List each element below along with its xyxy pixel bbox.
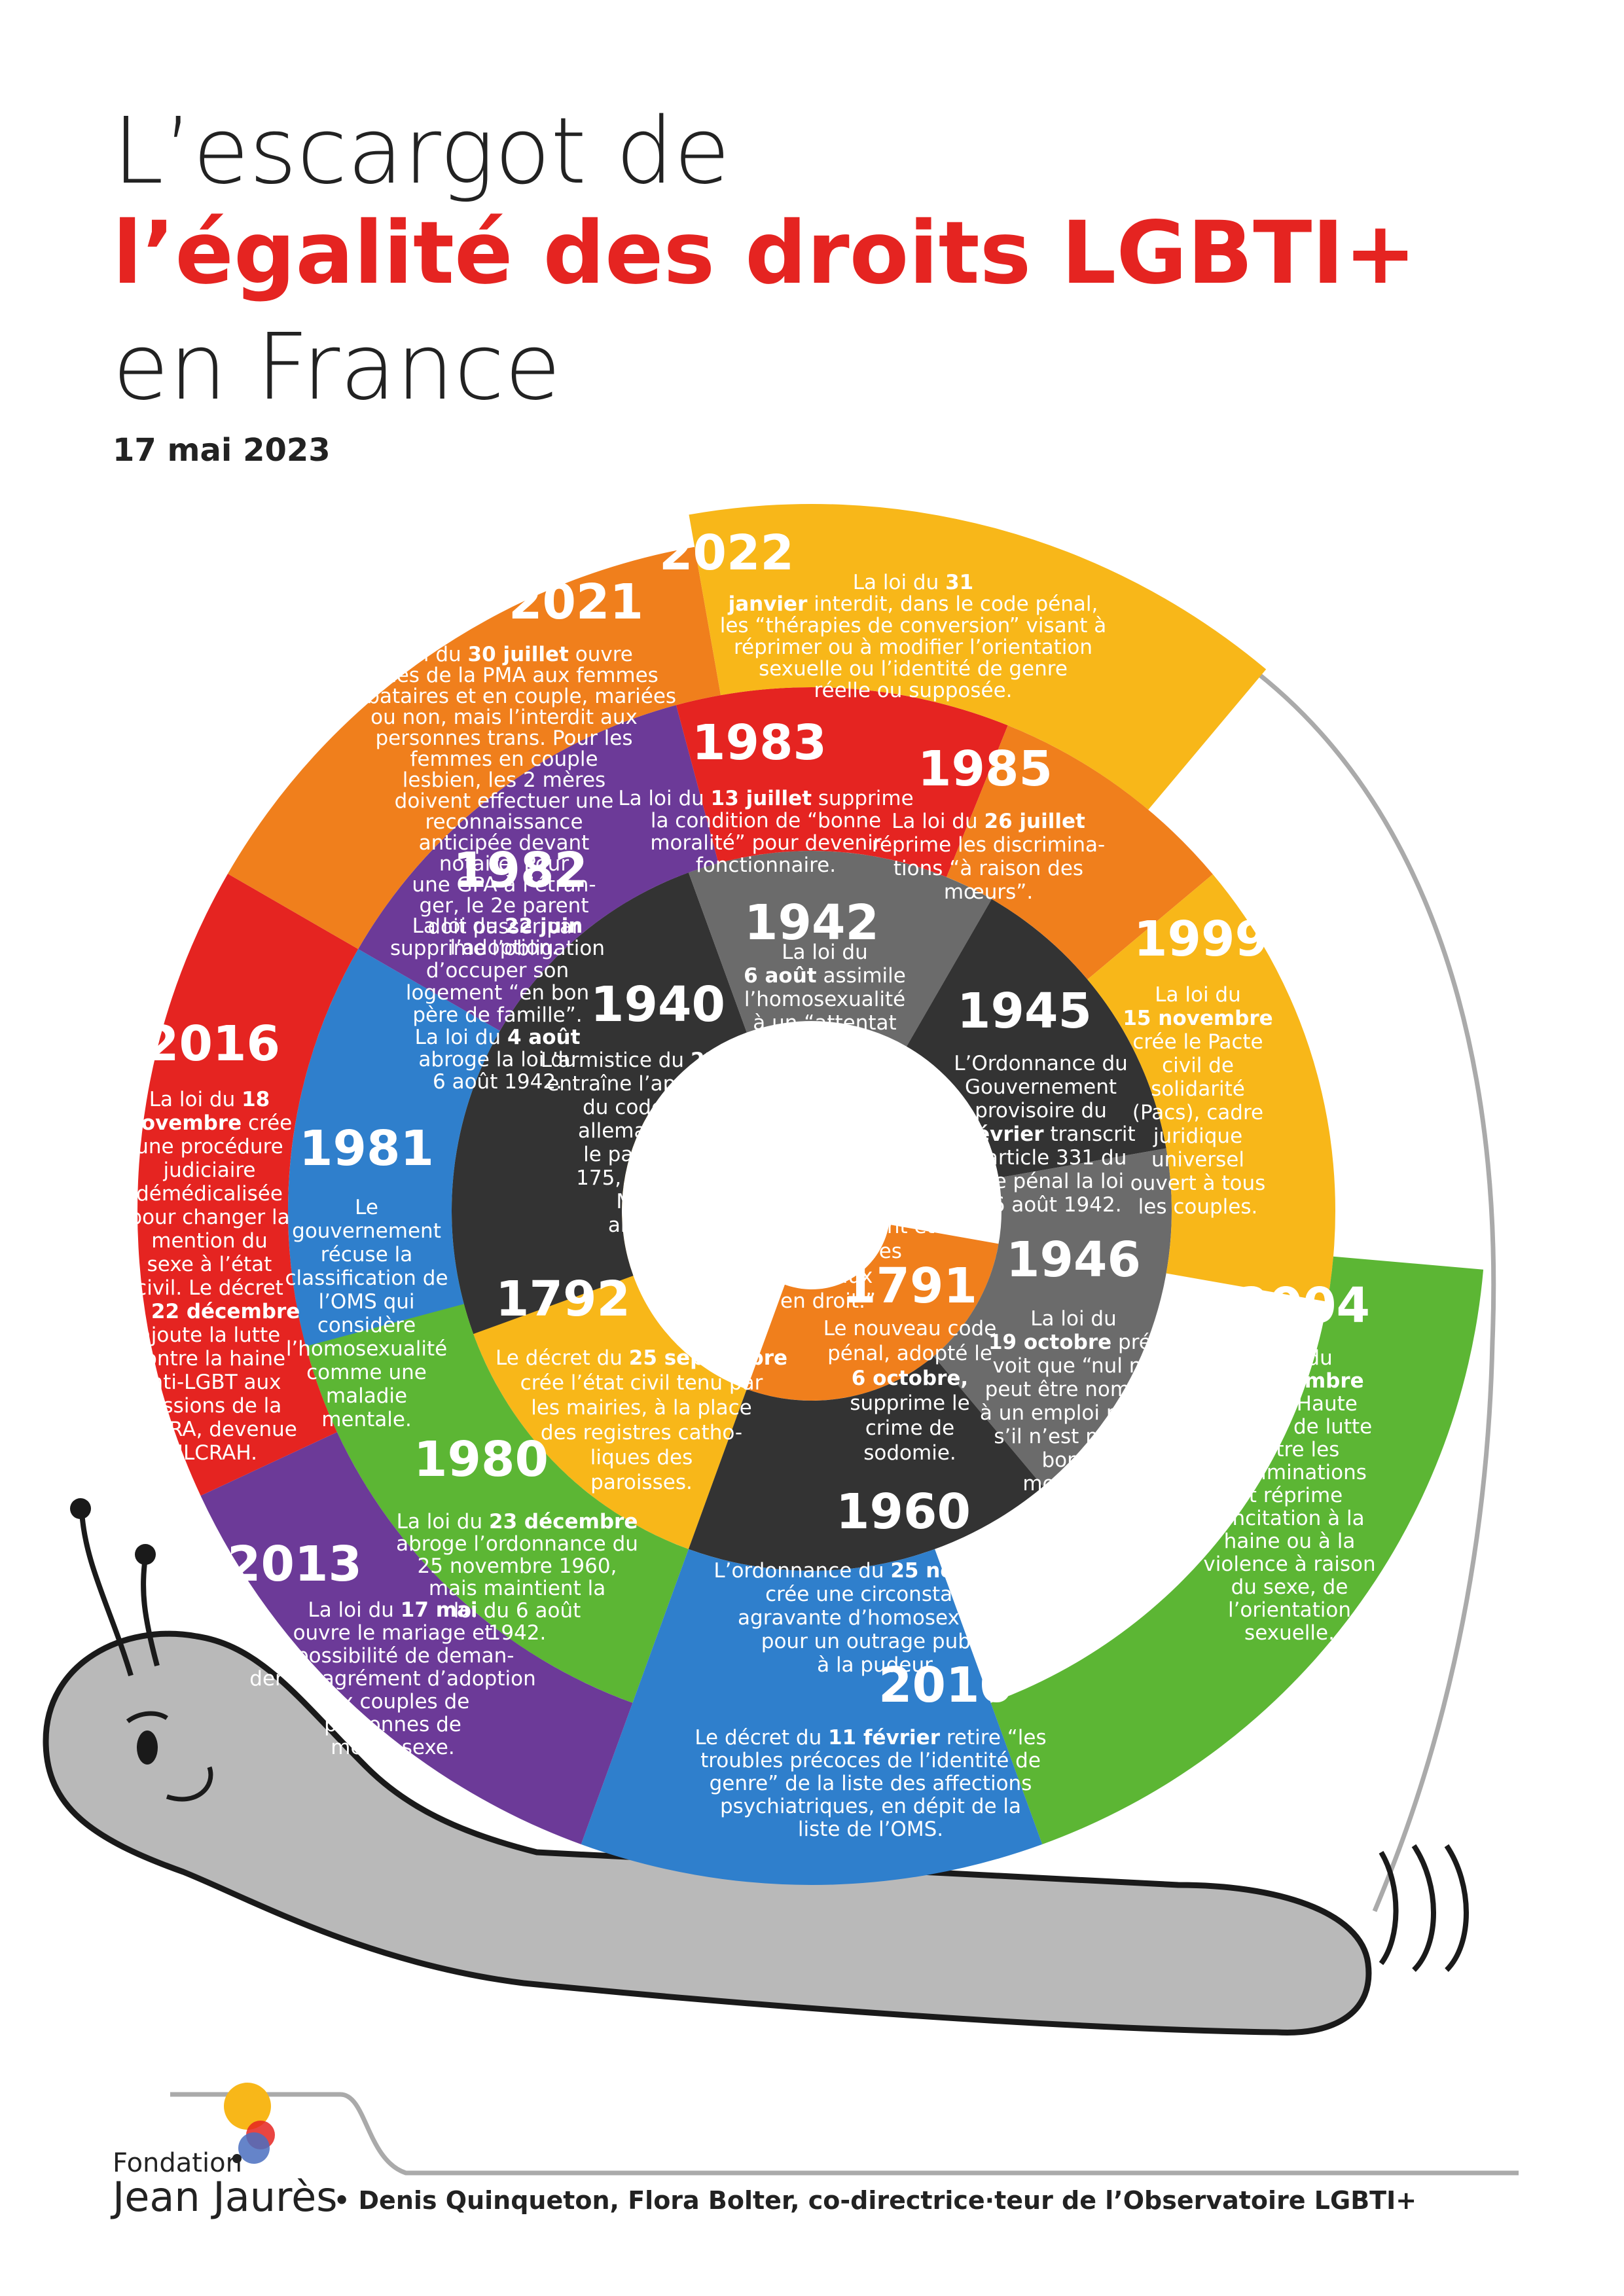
logo-dot <box>232 2154 242 2163</box>
motion-line <box>1379 1850 1399 1965</box>
event-year-2016: 2016 <box>145 1016 280 1072</box>
shell-segment-1942 <box>688 851 992 1047</box>
event-text-2016: La loi du 18 novembre crée une procédure ju… <box>119 1088 300 1465</box>
event-text-1981: Le gouvernement récuse la classification de… <box>285 1196 448 1431</box>
shell-segment-2004 <box>990 1256 1484 1844</box>
event-year-2021: 2021 <box>509 574 643 630</box>
logo-text-fondation: Fondation <box>113 2148 242 2178</box>
antenna-right <box>141 1557 160 1667</box>
event-text-1791: Le nouveau code pénal, adopté le 6 octobre… <box>823 1317 997 1465</box>
event-text-1982: La loi du 22 juin supprime l’obligation d’… <box>390 914 605 1094</box>
shell-segment-2021 <box>227 547 721 949</box>
title-line-3: en France <box>113 314 561 421</box>
shell-segment-1940 <box>452 872 747 1335</box>
event-year-1999: 1999 <box>1134 911 1269 967</box>
event-text-1942: La loi du 6 août assimile l’homosexualité à… <box>744 941 906 1058</box>
shell-segment-1960 <box>688 1356 1043 1571</box>
snail-eyebrow <box>126 1711 168 1723</box>
event-year-1981: 1981 <box>299 1121 434 1177</box>
motion-line <box>1411 1844 1436 1972</box>
event-year-1982: 1982 <box>453 842 588 899</box>
event-text-1999: La loi du 15 novembre crée le Pacte civil d… <box>1123 983 1272 1219</box>
shell-trail-curve <box>1164 613 1496 1912</box>
event-year-1985: 1985 <box>918 741 1053 797</box>
event-year-1792: 1792 <box>496 1271 630 1327</box>
event-year-1983: 1983 <box>692 715 827 771</box>
snail-body <box>43 1630 1372 2036</box>
shell-segment-1980 <box>296 1273 689 1703</box>
event-text-1940: L’armistice du 22 juin entraîne l’applica… <box>541 1049 769 1237</box>
event-year-1945: 1945 <box>957 983 1092 1039</box>
logo-circle-blue <box>238 2132 270 2164</box>
shell-segment-1791 <box>746 1224 999 1401</box>
event-text-2021: La loi du 30 juillet ouvre l’accès de la … <box>332 643 676 960</box>
shell-segment-2022 <box>689 504 1267 810</box>
event-year-2010: 2010 <box>878 1657 1013 1713</box>
motion-line <box>1444 1844 1469 1972</box>
event-year-1791: 1791 <box>842 1258 977 1314</box>
shell-spiral <box>137 504 1484 1885</box>
logo-circle-orange <box>224 2083 271 2130</box>
antenna-left <box>79 1511 134 1677</box>
logo-text-jean-jaures: Jean Jaurès <box>113 2173 338 2221</box>
shell-segment-1946 <box>933 1148 1172 1487</box>
event-text-2022: La loi du 31 janvier interdit, dans le co… <box>720 571 1107 702</box>
event-text-2004: La loi du 30 décembre crée la Haute autorit… <box>1203 1346 1375 1645</box>
event-year-1940: 1940 <box>590 977 725 1033</box>
event-year-1942: 1942 <box>744 895 879 951</box>
event-text-1980: La loi du 23 décembre abroge l’ordonnance… <box>396 1510 638 1645</box>
snail-eye <box>137 1731 158 1765</box>
event-text-1985: La loi du 26 juillet réprime les discrimi… <box>872 810 1105 904</box>
snail-smile <box>166 1766 213 1802</box>
shell-segment-2016 <box>137 874 359 1496</box>
event-text-2010: Le décret du 11 février retire “les troub… <box>695 1726 1046 1841</box>
title-line-2: l’égalité des droits LGBTI+ <box>113 203 1417 304</box>
event-year-2013: 2013 <box>227 1536 362 1592</box>
event-year-1789: 1789 <box>755 1074 901 1135</box>
shell-segment-1985 <box>947 725 1213 980</box>
shell-segment-1983 <box>676 687 1008 878</box>
footer-credit: • Denis Quinqueton, Flora Bolter, co-dir… <box>334 2186 1417 2215</box>
shell-segment-1982 <box>358 705 719 1031</box>
event-year-1980: 1980 <box>414 1431 549 1488</box>
event-year-2004: 2004 <box>1235 1278 1370 1334</box>
event-text-1983: La loi du 13 juillet supprime la conditio… <box>618 787 913 877</box>
shell-segment-1999 <box>1087 874 1335 1302</box>
event-text-1792: Le décret du 25 septembre crée l’état civ… <box>496 1346 787 1494</box>
event-text-1946: La loi du 19 octobre pré-voit que “nul ne… <box>980 1307 1167 1496</box>
antenna-right-tip <box>135 1544 156 1565</box>
antenna-left-tip <box>70 1498 91 1519</box>
title-line-1: L’escargot de <box>113 98 731 205</box>
shell-segment-1945 <box>907 899 1166 1178</box>
event-year-2022: 2022 <box>659 525 794 581</box>
shell-segment-2010 <box>581 1549 1043 1885</box>
ground-trail-line <box>170 2092 1519 2176</box>
event-text-1945: L’Ordonnance du Gouvernement provisoire du… <box>946 1052 1135 1217</box>
shell-segment-1981 <box>288 949 500 1347</box>
event-year-1946: 1946 <box>1006 1232 1141 1288</box>
event-text-1960: L’ordonnance du 25 novembre crée une circ… <box>713 1559 1040 1677</box>
event-text-2013: La loi du 17 mai ouvre le mariage et la po… <box>249 1598 535 1759</box>
publication-date: 17 mai 2023 <box>113 432 331 469</box>
event-text-1789: La Déclaration des Droits de l’Homme et d… <box>664 1140 992 1313</box>
event-year-1960: 1960 <box>836 1484 971 1540</box>
shell-segment-2013 <box>200 1432 633 1844</box>
